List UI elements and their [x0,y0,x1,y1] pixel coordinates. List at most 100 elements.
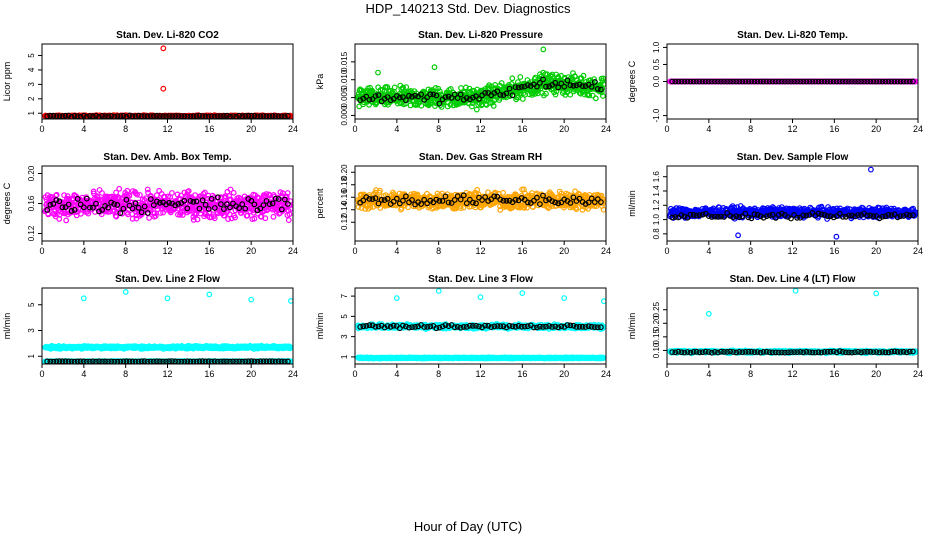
data-point-black [534,83,540,90]
data-point-black [852,78,858,85]
x-tick-label: 12 [475,124,485,134]
data-point [146,214,153,221]
data-point [152,213,159,219]
data-point-black [147,196,154,203]
data-point-black [788,78,794,85]
data-point [573,206,580,213]
data-point [500,189,507,196]
x-tick-label: 24 [288,246,298,256]
data-point-black [263,198,270,204]
data-point-black [757,78,764,85]
data-point-black [699,211,706,218]
data-point-black [779,78,785,85]
data-point-black [818,78,825,85]
data-point-black [141,203,148,210]
data-point-black [378,196,385,203]
data-point-black [675,78,682,85]
data-point-black [567,199,574,206]
data-point-black [99,206,105,213]
data-point-black [427,197,434,204]
data-point-black [457,196,464,203]
y-axis-label: Licor ppm [2,62,12,102]
data-point-black [169,113,176,119]
data-point-black [882,78,889,85]
y-axis-label: percent [315,188,325,219]
data-point-black [763,78,770,85]
data-point [134,191,141,198]
x-tick-label: 12 [787,246,797,256]
data-point-black [53,113,60,119]
data-point [552,91,559,98]
data-point-black [160,113,166,119]
data-point-black [785,78,791,85]
data-point-black [708,78,715,85]
data-point-black [503,197,510,204]
data-point-black [546,83,552,90]
data-point-black [733,78,740,85]
data-point [400,84,407,91]
data-point-black [821,78,828,85]
data-point-black [806,78,813,85]
data-point-black [540,192,546,199]
data-point-black [285,201,291,207]
data-point-black [421,196,428,203]
data-point [469,103,475,110]
x-tick-label: 24 [913,124,923,134]
data-point-black [482,194,489,201]
data-point [591,76,597,82]
data-point-black [849,78,855,85]
data-point-black [470,94,476,101]
y-tick-label: 0.18 [340,176,349,192]
data-point-black [217,113,224,119]
data-points [42,45,293,119]
data-point-black [193,198,200,205]
data-point-black [540,76,546,83]
data-point-black [199,197,206,204]
data-point-black [150,202,157,209]
data-point-black [876,215,883,222]
data-point-black [384,94,391,100]
data-point-black [424,94,431,101]
data-point-black [83,195,90,202]
data-point-black [537,79,543,86]
data-point-black [132,113,139,119]
data-point-black [582,200,589,207]
data-point-black [588,195,595,202]
data-point-black [227,204,233,211]
data-point [497,206,504,213]
data-points [42,185,293,224]
data-point-black [800,212,807,219]
data-point-black [278,206,285,213]
data-point [168,190,175,196]
data-point-black [827,213,834,220]
x-tick-label: 24 [601,246,611,256]
data-point-black [71,112,78,119]
data-point-black [172,113,179,119]
data-point-black [843,78,849,85]
data-point-black [736,214,743,221]
data-point-black [436,100,443,107]
data-point-black [748,215,755,222]
data-point-black [117,113,124,119]
data-point-black [74,113,81,119]
data-point-black [702,78,709,85]
data-point-black [846,212,852,219]
data-point [270,213,277,220]
data-point-black [467,196,473,203]
y-axis-label: ml/min [627,190,637,217]
data-point-black [570,194,577,201]
data-point-black [772,78,779,85]
data-point-black [506,197,513,204]
data-point-black [53,197,60,203]
y-tick-label: -1.0 [652,108,661,122]
data-point-black [564,77,571,84]
data-point-black [745,214,752,221]
data-point-black [769,78,776,85]
data-point-black [736,78,743,85]
data-point [113,189,119,196]
data-point-black [178,113,185,119]
y-tick-label: 0.12 [27,225,36,241]
data-point-black [451,91,458,98]
data-point-black [900,78,907,85]
data-point-black [576,195,583,202]
